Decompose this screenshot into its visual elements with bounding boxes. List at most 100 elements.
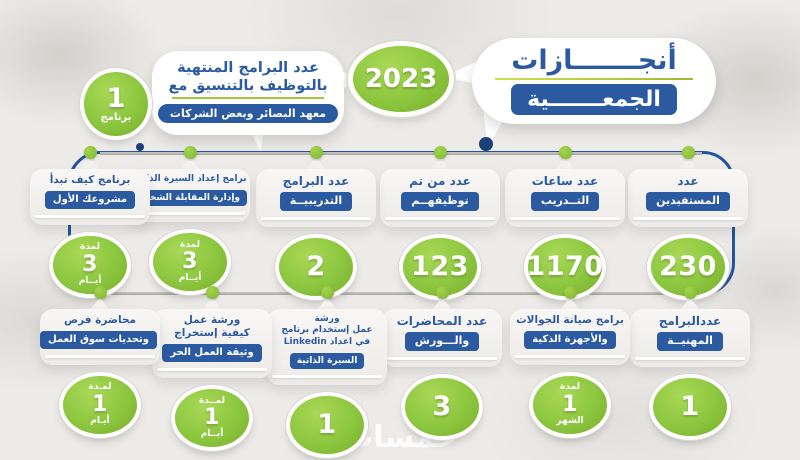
- stat-value: 3: [82, 251, 98, 277]
- stat-pill: المهنيــة: [657, 332, 723, 351]
- timeline-dot: [563, 286, 577, 299]
- stat-value: 230: [659, 251, 717, 283]
- stat-value: 1: [204, 404, 220, 430]
- stat-pill: السيرة الذاتية: [289, 352, 365, 369]
- stat-value-prefix: لمدة: [180, 240, 200, 251]
- balloon-neck: [91, 297, 109, 309]
- stat-label-line: كيفية إستخراج: [174, 327, 250, 340]
- column-balloon: عدد ساعات التــدريب: [505, 169, 625, 227]
- balloon-neck: [681, 297, 699, 309]
- stat-value-ellipse: لمدة 1 الشهر: [533, 375, 607, 434]
- stat-pill: مشروعك الأول: [44, 191, 136, 209]
- stat-value-ellipse: لمدة 3 أيــام: [153, 233, 227, 292]
- title-line-1: أنجـــــــازات: [511, 44, 677, 76]
- timeline-bottom-line: [100, 292, 702, 295]
- stat-value: 123: [411, 251, 469, 283]
- stat-value: 1: [92, 391, 108, 417]
- stat-pill: والـــورش: [404, 332, 480, 351]
- timeline-dot: [683, 286, 697, 299]
- timeline-dot: [320, 286, 334, 299]
- stat-value: 1170: [526, 251, 604, 283]
- stat-value: 1: [317, 409, 337, 441]
- stat-column-job-market-lecture: محاضرة فرص وتحديات سوق العمل لمـدة 1 أيـ…: [38, 286, 162, 434]
- intro-line-2: بالتوظيف بالتنسيق مع: [168, 78, 328, 95]
- stat-value-ellipse: 1: [653, 377, 727, 436]
- stat-pill: التــدريب: [530, 192, 600, 211]
- stat-value-prefix: لمدة: [560, 382, 580, 393]
- stat-value-suffix: أيــام: [200, 428, 224, 439]
- balloon-neck: [431, 157, 449, 169]
- stat-value-ellipse: 2: [279, 237, 353, 296]
- intro-count-label: برنامج: [100, 111, 132, 123]
- title-bubble: أنجـــــــازات الجمعـــــــية: [472, 38, 716, 124]
- label-divider: [272, 374, 382, 378]
- timeline-top-line: [100, 152, 702, 155]
- stat-column-phone-maintenance: برامج صيانة الجوالات والأجهزة الذكية لمد…: [508, 286, 632, 434]
- column-balloon: ورشة عمل كيفية إستخراج وثيقة العمل الحر: [152, 309, 272, 378]
- intro-count-value: 1: [106, 82, 126, 114]
- stat-label-line: محاضرة فرص: [63, 314, 137, 326]
- timeline-dot: [433, 146, 447, 159]
- accent-dot-small: [136, 143, 144, 151]
- label-divider: [387, 356, 497, 360]
- column-balloon: برامج صيانة الجوالات والأجهزة الذكية: [510, 309, 630, 365]
- label-divider: [261, 216, 371, 220]
- intro-count-badge: 1 برنامج: [84, 72, 148, 136]
- stat-column-beneficiaries: عدد المستفيدين 230: [626, 146, 750, 296]
- stat-label-line: عدد ساعات: [531, 174, 599, 188]
- column-balloon: برنامج كيف تبدأ مشروعك الأول: [30, 169, 150, 225]
- stat-value-prefix: لمــدة: [198, 395, 226, 406]
- timeline-dot: [435, 286, 449, 299]
- stat-column-professional-programs: عددالبرامج المهنيــة 1: [628, 286, 752, 436]
- intro-pill: معهد البصائر وبعض الشركات: [157, 104, 339, 124]
- year-badge: 2023: [353, 46, 449, 112]
- stat-column-freelance-workshop: ورشة عمل كيفية إستخراج وثيقة العمل الحر …: [150, 286, 274, 447]
- label-divider: [157, 367, 267, 371]
- stat-value-suffix: أيـام: [90, 415, 110, 426]
- intro-bubble: عدد البرامج المنتهية بالتوظيف بالتنسيق م…: [152, 51, 344, 135]
- timeline-dot: [558, 146, 572, 159]
- stat-label-line: ورشة عمل: [183, 314, 241, 326]
- stat-value-ellipse: لمــدة 1 أيــام: [175, 388, 249, 447]
- year-value: 2023: [364, 64, 438, 94]
- stat-column-startup-program: برنامج كيف تبدأ مشروعك الأول لمدة 3 أيــ…: [28, 146, 152, 294]
- timeline-dot: [205, 286, 219, 299]
- balloon-neck: [556, 157, 574, 169]
- stat-value-prefix: لمدة: [80, 242, 100, 253]
- column-balloon: محاضرة فرص وتحديات سوق العمل: [40, 309, 160, 365]
- balloon-neck: [433, 297, 451, 309]
- stat-value-ellipse: 3: [405, 377, 479, 436]
- label-divider: [135, 212, 245, 216]
- stat-value: 1: [680, 391, 700, 423]
- title-line-2-box: الجمعـــــــية: [511, 83, 677, 116]
- timeline-dot: [93, 286, 107, 299]
- column-balloon: برامج إعداد السيرة الذاتية وإدارة المقاب…: [124, 169, 250, 223]
- stat-value-prefix: لمـدة: [88, 382, 112, 393]
- stat-label-line: في اعداد Linkedin: [283, 336, 371, 347]
- stat-pill: المستفيدين: [646, 192, 730, 211]
- timeline-dot: [83, 146, 97, 159]
- balloon-neck: [307, 157, 325, 169]
- stat-label-line: ورشة: [314, 314, 340, 324]
- timeline-dot: [183, 146, 197, 159]
- stat-label-line: برنامج كيف تبدأ: [49, 174, 131, 186]
- stat-value-suffix: أيــام: [78, 275, 102, 286]
- balloon-neck: [81, 157, 99, 169]
- stat-column-training-hours: عدد ساعات التــدريب 1170: [503, 146, 627, 296]
- label-divider: [510, 216, 620, 220]
- stat-pill: والأجهزة الذكية: [524, 331, 616, 349]
- balloon-neck: [561, 297, 579, 309]
- stat-value: 3: [182, 249, 198, 275]
- balloon-neck: [181, 157, 199, 169]
- stat-pill: التدريبيــة: [279, 192, 353, 211]
- label-divider: [45, 354, 155, 358]
- column-balloon: عدد المحاضرات والـــورش: [382, 309, 502, 367]
- stat-value-ellipse: لمـدة 1 أيـام: [63, 375, 137, 434]
- label-divider: [35, 214, 145, 218]
- stat-pill: توظيفهــم: [401, 192, 479, 211]
- stat-label-line: عدد البرامج: [282, 174, 350, 188]
- stat-column-training-programs: عدد البرامج التدريبيــة 2: [254, 146, 378, 296]
- stat-label-line: عدد من تم: [409, 174, 471, 188]
- stat-label-line: برامج صيانة الجوالات: [516, 314, 624, 326]
- column-balloon: ورشة عمل إستخدام برنامج في اعداد Linkedi…: [267, 309, 387, 385]
